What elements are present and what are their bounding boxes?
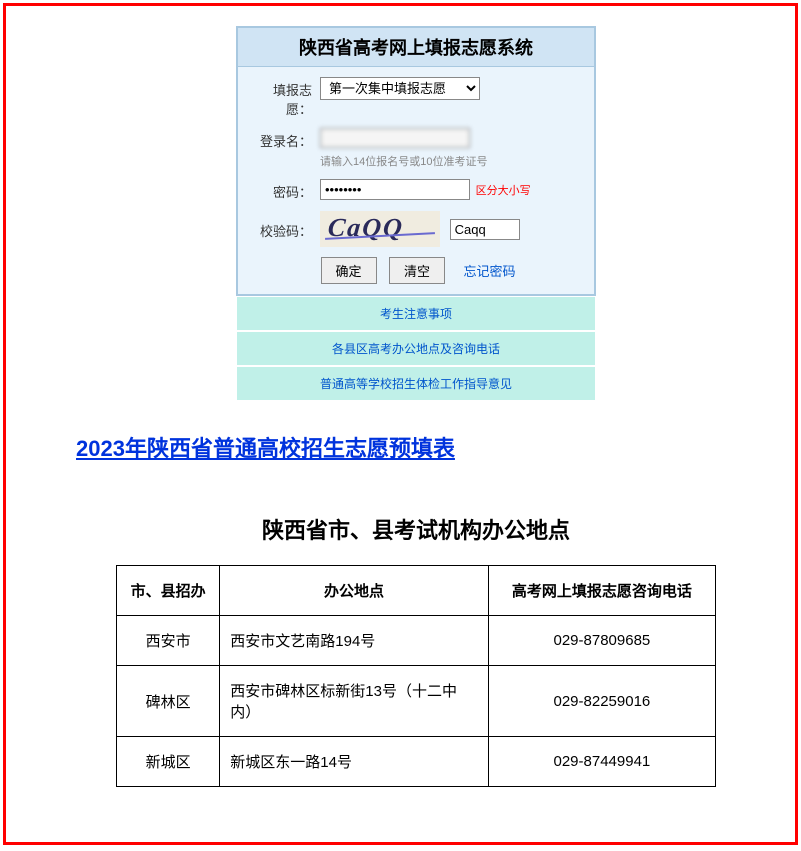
- scroll-container[interactable]: 陕西省高考网上填报志愿系统 填报志愿： 第一次集中填报志愿 登录名： 请输入14…: [6, 6, 795, 842]
- cell-office: 碑林区: [117, 666, 220, 737]
- captcha-image[interactable]: CaQQ: [320, 211, 440, 247]
- username-input[interactable]: [320, 128, 470, 148]
- label-select: 填报志愿：: [250, 77, 320, 118]
- cell-office: 新城区: [117, 737, 220, 787]
- table-heading: 陕西省市、县考试机构办公地点: [116, 513, 716, 545]
- cell-address: 新城区东一路14号: [220, 737, 489, 787]
- label-password: 密码：: [250, 179, 320, 201]
- login-title: 陕西省高考网上填报志愿系统: [238, 28, 594, 67]
- cell-phone: 029-82259016: [488, 666, 715, 737]
- button-row: 确定 清空 忘记密码: [238, 257, 594, 284]
- label-username: 登录名：: [250, 128, 320, 150]
- th-address: 办公地点: [220, 566, 489, 616]
- info-links-panel: 考生注意事项 各县区高考办公地点及咨询电话 普通高等学校招生体检工作指导意见: [236, 296, 596, 401]
- submit-button[interactable]: 确定: [321, 257, 377, 284]
- username-hint: 请输入14位报名号或10位准考证号: [320, 153, 582, 169]
- table-row: 新城区 新城区东一路14号 029-87449941: [117, 737, 716, 787]
- cell-phone: 029-87809685: [488, 616, 715, 666]
- row-username: 登录名： 请输入14位报名号或10位准考证号: [250, 128, 582, 169]
- row-password: 密码： 区分大小写: [250, 179, 582, 201]
- password-input[interactable]: [320, 179, 470, 200]
- info-link-offices[interactable]: 各县区高考办公地点及咨询电话: [236, 331, 596, 366]
- captcha-input[interactable]: [450, 219, 520, 240]
- password-note: 区分大小写: [476, 185, 531, 197]
- forgot-password-link[interactable]: 忘记密码: [463, 264, 515, 279]
- prefill-form-link[interactable]: 2023年陕西省普通高校招生志愿预填表: [76, 431, 795, 463]
- office-table: 市、县招办 办公地点 高考网上填报志愿咨询电话 西安市 西安市文艺南路194号 …: [116, 565, 716, 787]
- row-select: 填报志愿： 第一次集中填报志愿: [250, 77, 582, 118]
- table-row: 西安市 西安市文艺南路194号 029-87809685: [117, 616, 716, 666]
- cell-office: 西安市: [117, 616, 220, 666]
- content-area: 陕西省高考网上填报志愿系统 填报志愿： 第一次集中填报志愿 登录名： 请输入14…: [6, 26, 795, 842]
- page-frame: 陕西省高考网上填报志愿系统 填报志愿： 第一次集中填报志愿 登录名： 请输入14…: [3, 3, 798, 845]
- cell-phone: 029-87449941: [488, 737, 715, 787]
- label-captcha: 校验码：: [250, 218, 320, 240]
- login-panel: 陕西省高考网上填报志愿系统 填报志愿： 第一次集中填报志愿 登录名： 请输入14…: [236, 26, 596, 296]
- cell-address: 西安市碑林区标新街13号（十二中内）: [220, 666, 489, 737]
- th-phone: 高考网上填报志愿咨询电话: [488, 566, 715, 616]
- table-row: 碑林区 西安市碑林区标新街13号（十二中内） 029-82259016: [117, 666, 716, 737]
- th-office: 市、县招办: [117, 566, 220, 616]
- row-captcha: 校验码： CaQQ: [250, 211, 582, 247]
- table-header-row: 市、县招办 办公地点 高考网上填报志愿咨询电话: [117, 566, 716, 616]
- clear-button[interactable]: 清空: [389, 257, 445, 284]
- info-link-physical[interactable]: 普通高等学校招生体检工作指导意见: [236, 366, 596, 401]
- info-link-notice[interactable]: 考生注意事项: [236, 296, 596, 331]
- cell-address: 西安市文艺南路194号: [220, 616, 489, 666]
- select-batch[interactable]: 第一次集中填报志愿: [320, 77, 480, 100]
